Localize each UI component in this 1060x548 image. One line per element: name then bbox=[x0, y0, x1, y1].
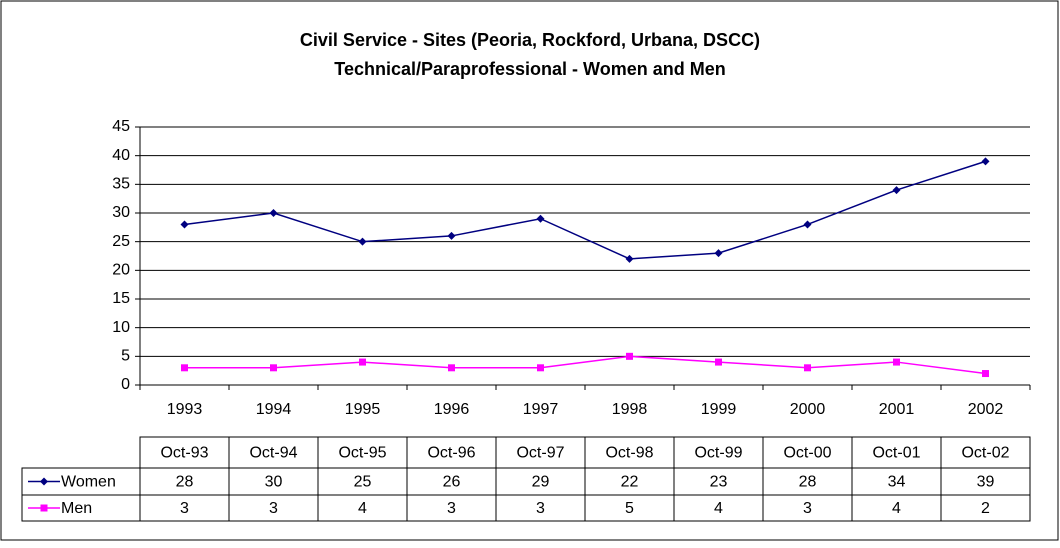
table-value: 3 bbox=[269, 500, 278, 517]
y-tick-label: 40 bbox=[112, 147, 130, 164]
table-value: 22 bbox=[621, 474, 639, 491]
marker bbox=[40, 477, 48, 486]
marker bbox=[181, 364, 188, 372]
marker bbox=[804, 364, 811, 372]
table-header: Oct-01 bbox=[872, 445, 920, 462]
x-tick-label: 1995 bbox=[345, 401, 381, 418]
marker bbox=[448, 364, 455, 372]
table-header: Oct-99 bbox=[694, 445, 742, 462]
marker bbox=[981, 157, 990, 166]
table-value: 28 bbox=[176, 474, 194, 491]
chart-title: Civil Service - Sites (Peoria, Rockford,… bbox=[300, 30, 760, 50]
chart-subtitle: Technical/Paraprofessional - Women and M… bbox=[334, 59, 725, 79]
series-line bbox=[184, 355, 986, 375]
marker bbox=[536, 214, 545, 223]
table-cell bbox=[940, 494, 1031, 522]
table-header: Oct-94 bbox=[249, 445, 297, 462]
table-value: 3 bbox=[447, 500, 456, 517]
table-value: 4 bbox=[892, 500, 901, 517]
marker bbox=[715, 358, 722, 366]
table-value: 28 bbox=[799, 474, 817, 491]
marker bbox=[982, 370, 989, 378]
table-value: 3 bbox=[536, 500, 545, 517]
y-tick-label: 5 bbox=[121, 348, 130, 365]
y-tick-label: 10 bbox=[112, 319, 130, 336]
marker bbox=[358, 237, 367, 246]
x-tick-label: 2002 bbox=[968, 401, 1004, 418]
table-header: Oct-02 bbox=[961, 445, 1009, 462]
marker bbox=[626, 352, 633, 360]
series-line bbox=[184, 160, 986, 260]
table-header: Oct-95 bbox=[338, 445, 386, 462]
marker bbox=[892, 186, 901, 195]
table-header: Oct-93 bbox=[160, 445, 208, 462]
table-value: 4 bbox=[714, 500, 723, 517]
legend-label: Women bbox=[61, 474, 116, 491]
y-tick-label: 30 bbox=[112, 204, 130, 221]
x-tick-label: 2001 bbox=[879, 401, 915, 418]
marker bbox=[447, 231, 456, 240]
legend-label: Men bbox=[61, 500, 92, 517]
marker bbox=[714, 249, 723, 258]
table-value: 4 bbox=[358, 500, 367, 517]
y-tick-label: 0 bbox=[121, 376, 130, 393]
marker bbox=[40, 504, 48, 512]
marker bbox=[803, 220, 812, 229]
table-header: Oct-96 bbox=[427, 445, 475, 462]
marker bbox=[893, 358, 900, 366]
marker bbox=[537, 364, 544, 372]
table-value: 3 bbox=[803, 500, 812, 517]
marker bbox=[270, 364, 277, 372]
y-tick-label: 45 bbox=[112, 118, 130, 135]
marker bbox=[269, 209, 278, 217]
table-value: 34 bbox=[888, 474, 906, 491]
y-tick-label: 20 bbox=[112, 262, 130, 279]
marker bbox=[359, 358, 366, 366]
table-value: 39 bbox=[977, 474, 995, 491]
y-tick-label: 25 bbox=[112, 233, 130, 250]
x-tick-label: 2000 bbox=[790, 401, 826, 418]
table-value: 23 bbox=[710, 474, 728, 491]
y-tick-label: 15 bbox=[112, 290, 130, 307]
table-header: Oct-00 bbox=[783, 445, 831, 462]
table-value: 5 bbox=[625, 500, 634, 517]
marker bbox=[625, 254, 634, 263]
x-tick-label: 1998 bbox=[612, 401, 648, 418]
table-header: Oct-98 bbox=[605, 445, 653, 462]
x-tick-label: 1996 bbox=[434, 401, 470, 418]
table-value: 2 bbox=[981, 500, 990, 517]
table-value: 3 bbox=[180, 500, 189, 517]
table-header: Oct-97 bbox=[516, 445, 564, 462]
table-value: 26 bbox=[443, 474, 461, 491]
x-tick-label: 1997 bbox=[523, 401, 559, 418]
y-tick-label: 35 bbox=[112, 176, 130, 193]
marker bbox=[180, 220, 189, 229]
table-value: 29 bbox=[532, 474, 550, 491]
x-tick-label: 1999 bbox=[701, 401, 737, 418]
table-value: 25 bbox=[354, 474, 372, 491]
x-tick-label: 1994 bbox=[256, 401, 292, 418]
table-value: 30 bbox=[265, 474, 283, 491]
x-tick-label: 1993 bbox=[167, 401, 203, 418]
